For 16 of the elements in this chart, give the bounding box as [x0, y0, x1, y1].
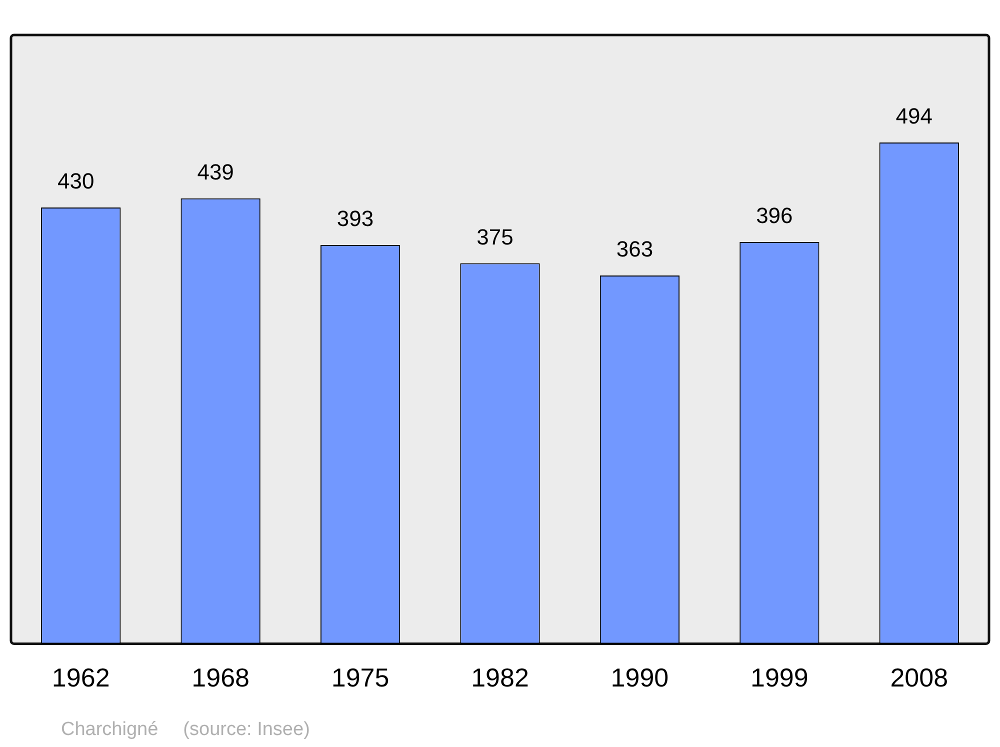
data-label: 393: [336, 206, 374, 232]
data-label: 430: [58, 168, 94, 194]
text: (source: Insee): [183, 719, 310, 740]
x-tick-label: 2008: [890, 662, 948, 693]
data-label: 375: [476, 224, 514, 250]
text: Charchigné: [61, 719, 158, 740]
data-label: 439: [197, 159, 234, 184]
x-tick-label: 1975: [331, 662, 390, 693]
data-label: 494: [896, 104, 932, 129]
x-tick-label: 1990: [610, 662, 669, 693]
x-tick-label: 1999: [750, 662, 808, 693]
data-label: 363: [616, 236, 654, 262]
x-tick-label: 1968: [192, 662, 250, 693]
data-label: 396: [756, 203, 793, 228]
x-tick-label: 1962: [52, 662, 110, 693]
x-tick-label: 1982: [471, 662, 529, 693]
